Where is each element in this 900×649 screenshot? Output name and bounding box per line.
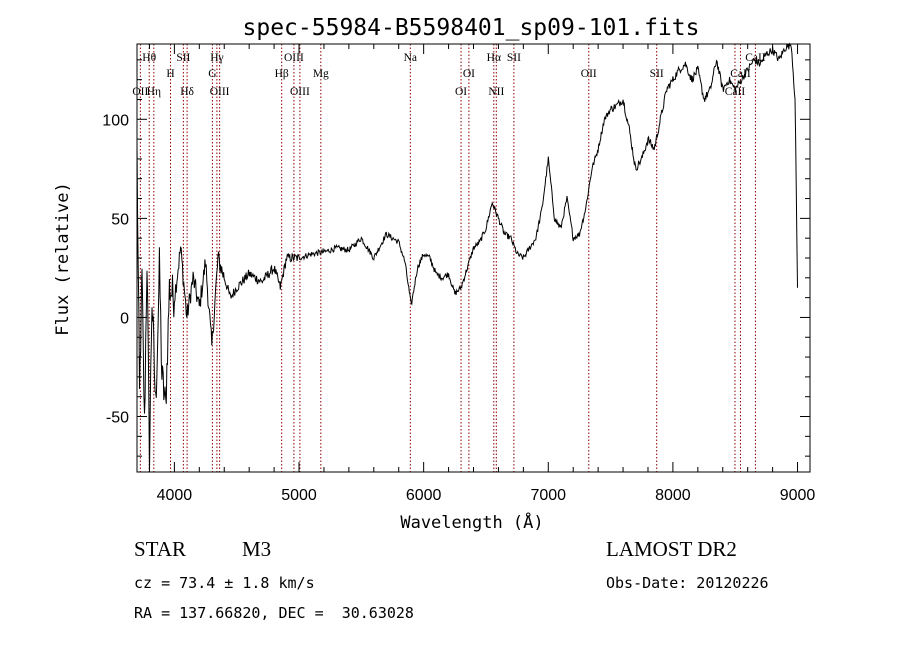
object-class: STAR (134, 537, 186, 561)
line-label: G (208, 68, 216, 80)
object-subclass: M3 (242, 537, 272, 561)
line-label: OII (132, 86, 148, 98)
line-label: Hβ (275, 68, 289, 80)
x-tick-label: 4000 (157, 487, 193, 504)
plot-frame (136, 43, 811, 473)
x-tick-label: 5000 (281, 487, 317, 504)
line-label: SII (650, 68, 664, 80)
coordinates: RA = 137.66820, DEC = 30.63028 (134, 604, 414, 622)
x-tick-label: 7000 (530, 487, 566, 504)
redshift-cz: cz = 73.4 ± 1.8 km/s (134, 574, 315, 592)
line-label: Na (404, 52, 417, 64)
emission-line-labels: HθOIIHηHSIIHδHγGOIIIOIIIHβOIIIMgNaOIOIHα… (132, 52, 765, 98)
y-axis-ticks: -50 0 50 100 (102, 59, 810, 457)
line-label: Hδ (180, 86, 194, 98)
line-label: Hγ (210, 52, 223, 64)
x-tick-label: 6000 (406, 487, 442, 504)
chart-title: spec-55984-B5598401_sp09-101.fits (243, 15, 700, 41)
line-label: SII (176, 52, 190, 64)
line-label: OII (581, 68, 597, 80)
line-label: Hα (487, 52, 501, 64)
y-tick-label: 50 (111, 211, 129, 228)
line-label: OIII (284, 52, 304, 64)
line-label: Hη (147, 86, 161, 98)
line-label: H (166, 68, 174, 80)
line-label: OIII (290, 86, 310, 98)
line-label: Hθ (142, 52, 156, 64)
line-label: OI (455, 86, 467, 98)
x-tick-label: 9000 (780, 487, 816, 504)
y-axis-label: Flux (relative) (53, 182, 73, 336)
spectrum-line (136, 42, 798, 473)
x-axis-ticks: 4000 5000 6000 7000 8000 9000 (148, 44, 816, 504)
line-label: SII (507, 52, 521, 64)
x-tick-label: 8000 (655, 487, 691, 504)
survey-name: LAMOST DR2 (606, 537, 737, 561)
y-tick-label: 100 (102, 112, 129, 129)
line-label: Mg (313, 68, 329, 80)
line-label: OIII (210, 86, 230, 98)
x-axis-label: Wavelength (Å) (400, 511, 543, 533)
y-tick-label: -50 (106, 410, 129, 427)
line-label: NII (488, 86, 504, 98)
observation-date: Obs-Date: 20120226 (606, 574, 769, 592)
line-label: OI (463, 68, 475, 80)
y-tick-label: 0 (120, 310, 129, 327)
